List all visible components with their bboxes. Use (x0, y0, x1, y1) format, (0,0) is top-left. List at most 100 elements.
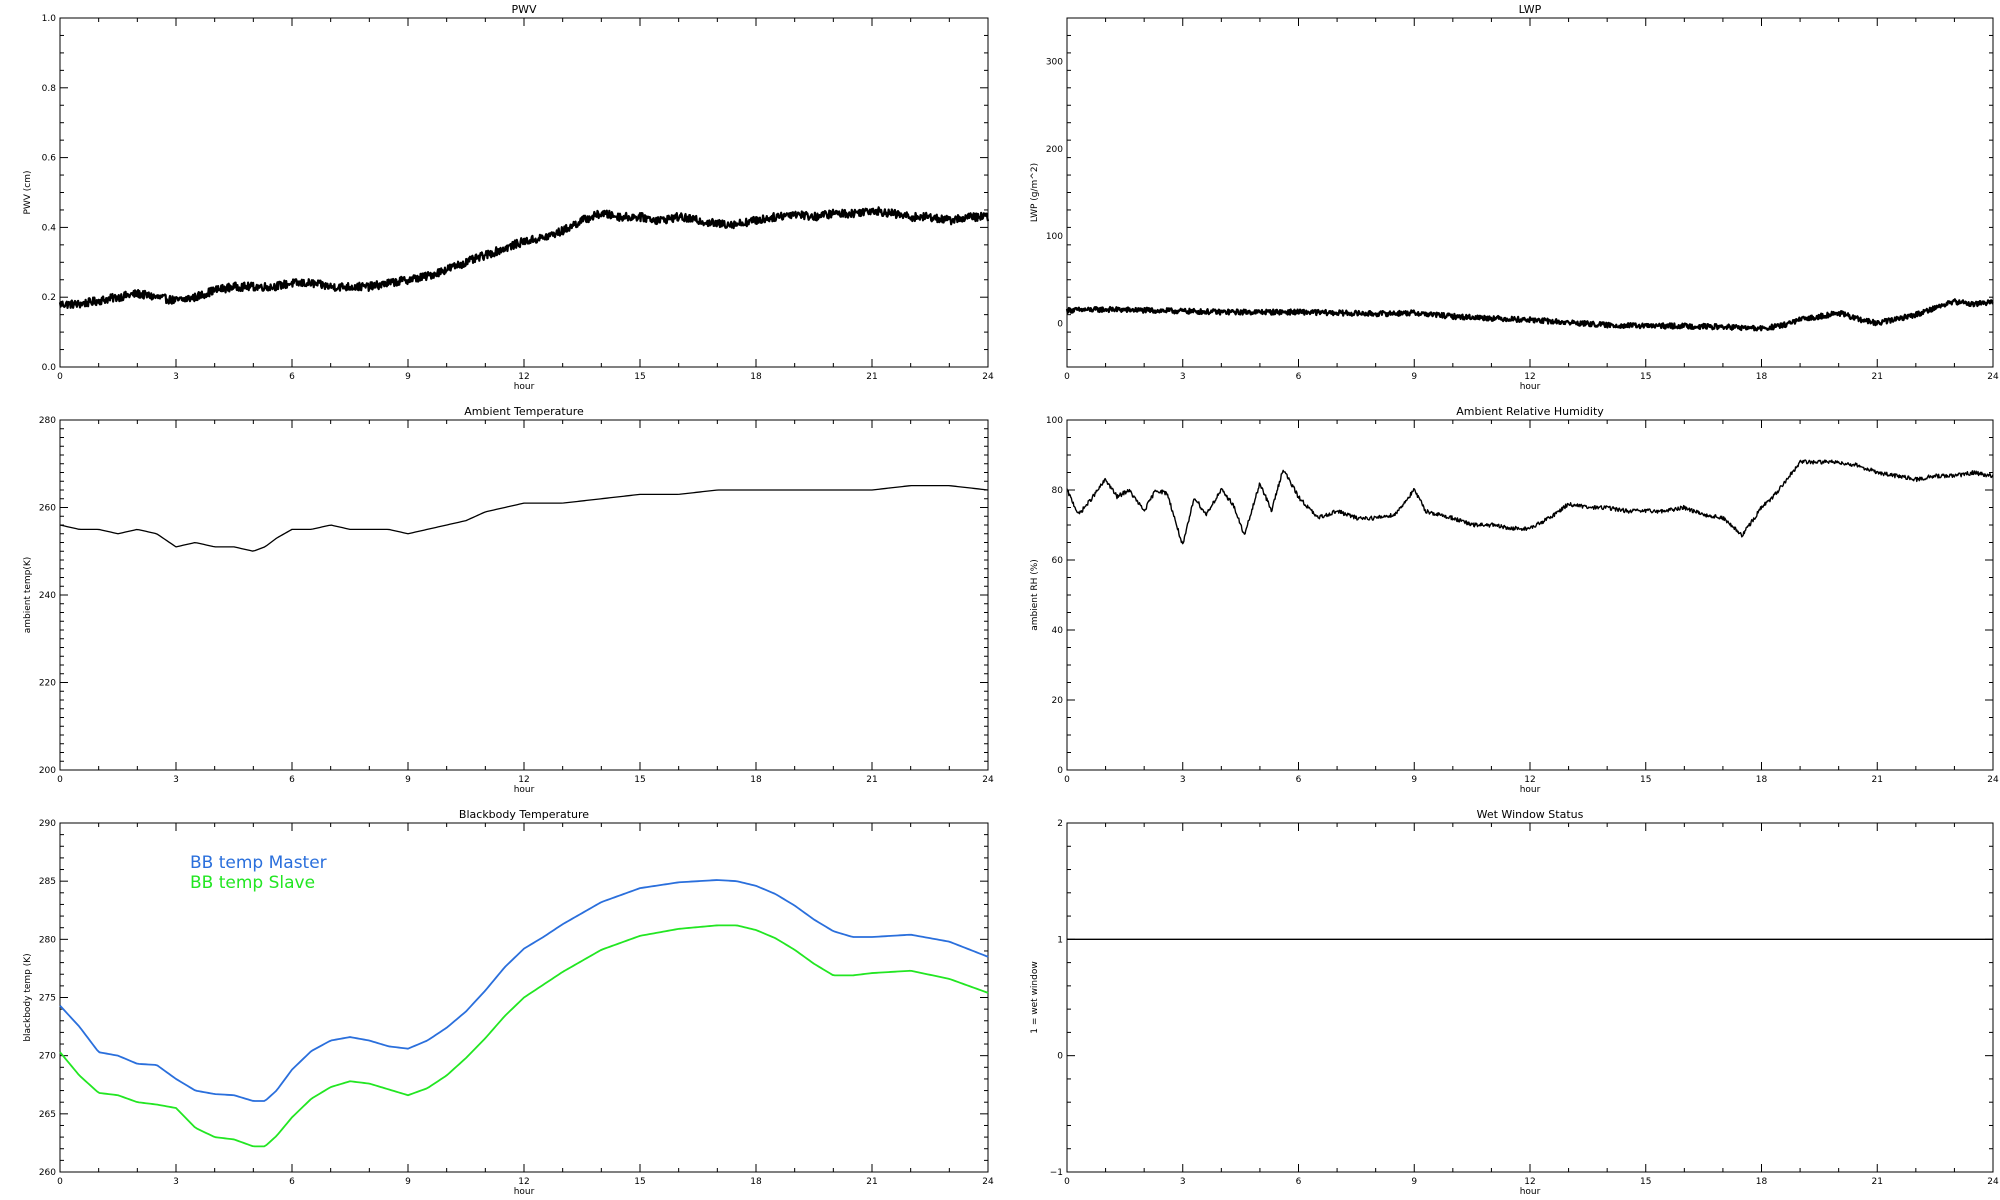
x-tick-label: 9 (1411, 1177, 1417, 1187)
x-axis-label: hour (514, 382, 535, 392)
x-tick-label: 15 (634, 1177, 645, 1187)
x-axis-label: hour (1520, 785, 1541, 795)
x-tick-label: 9 (1411, 372, 1417, 382)
x-tick-label: 0 (1064, 1177, 1070, 1187)
y-axis-label: PWV (cm) (23, 170, 33, 214)
y-tick-label: 280 (39, 416, 56, 426)
x-tick-label: 18 (750, 372, 762, 382)
x-tick-label: 24 (982, 775, 994, 785)
x-tick-label: 0 (1064, 775, 1070, 785)
y-axis-label: 1 = wet window (1030, 961, 1040, 1033)
x-tick-label: 12 (1524, 775, 1535, 785)
x-tick-label: 0 (57, 1177, 63, 1187)
y-tick-label: 200 (39, 766, 56, 776)
x-axis-label: hour (1520, 382, 1541, 392)
y-tick-label: 300 (1046, 58, 1063, 68)
panel-title: Wet Window Status (1477, 808, 1584, 821)
x-tick-label: 0 (57, 372, 63, 382)
y-tick-label: 0 (1057, 319, 1063, 329)
y-tick-label: 0 (1057, 766, 1063, 776)
plot-frame (1066, 419, 1994, 771)
x-tick-label: 9 (1411, 775, 1417, 785)
x-tick-label: 3 (173, 1177, 179, 1187)
y-tick-label: 240 (39, 591, 56, 601)
x-tick-label: 6 (1296, 1177, 1302, 1187)
x-tick-label: 3 (1180, 775, 1186, 785)
x-tick-label: 6 (1296, 775, 1302, 785)
y-tick-label: 0.8 (42, 84, 57, 94)
y-tick-label: 285 (39, 877, 56, 887)
x-tick-label: 6 (289, 372, 295, 382)
x-tick-label: 3 (1180, 1177, 1186, 1187)
x-tick-label: 21 (866, 775, 877, 785)
y-tick-label: 0.2 (42, 293, 56, 303)
x-axis-label: hour (514, 1187, 535, 1197)
x-tick-label: 6 (289, 775, 295, 785)
x-tick-label: 6 (1296, 372, 1302, 382)
panel-ambient-rh: Ambient Relative Humidity 0 3 6 9 12 15 18 21 24 h… (1030, 405, 1999, 795)
y-tick-label: 265 (39, 1110, 56, 1120)
plot-frame (1066, 17, 1994, 368)
x-tick-label: 24 (982, 1177, 994, 1187)
y-tick-label: 20 (1052, 696, 1064, 706)
y-tick-label: −1 (1050, 1168, 1063, 1178)
y-tick-label: 100 (1046, 232, 1063, 242)
x-tick-label: 9 (405, 372, 411, 382)
x-tick-label: 15 (1640, 1177, 1651, 1187)
x-tick-label: 12 (1524, 1177, 1535, 1187)
y-tick-label: 100 (1046, 416, 1063, 426)
panel-pwv: PWV 0 3 6 9 12 15 18 21 24 hour 0.0 0.2 0.4 0.6 0.8 1.0 P… (23, 3, 994, 392)
y-tick-label: 200 (1046, 145, 1063, 155)
y-tick-label: 1.0 (42, 14, 57, 24)
x-tick-label: 18 (1756, 775, 1768, 785)
x-tick-label: 21 (1872, 372, 1883, 382)
panel-ambient-temp: Ambient Temperature 0 3 6 9 12 15 18 21 24 hour 200… (23, 405, 994, 795)
panel-title: Ambient Temperature (464, 405, 584, 418)
y-tick-label: 40 (1052, 626, 1064, 636)
x-tick-label: 15 (1640, 775, 1651, 785)
plot-frame (59, 17, 989, 368)
x-tick-label: 15 (634, 775, 645, 785)
x-tick-label: 21 (1872, 775, 1883, 785)
x-tick-label: 12 (1524, 372, 1535, 382)
y-axis-label: blackbody temp (K) (23, 953, 33, 1041)
x-tick-label: 3 (173, 372, 179, 382)
y-tick-label: 0.6 (42, 154, 57, 164)
y-tick-label: 260 (39, 504, 56, 514)
x-tick-label: 15 (1640, 372, 1651, 382)
panel-title: Ambient Relative Humidity (1456, 405, 1604, 418)
x-tick-label: 18 (1756, 1177, 1768, 1187)
x-tick-label: 24 (1987, 775, 1999, 785)
x-tick-label: 0 (1064, 372, 1070, 382)
series-line-pwv (58, 206, 990, 309)
x-tick-label: 15 (634, 372, 645, 382)
panel-blackbody-temp: Blackbody Temperature 0 3 6 9 12 15 18 21 24 hour 2… (23, 808, 994, 1197)
y-tick-label: 0 (1057, 1052, 1063, 1062)
y-axis-label: LWP (g/m^2) (1030, 163, 1040, 222)
legend-entry: BB temp Slave (190, 873, 315, 893)
y-tick-label: 2 (1057, 819, 1063, 829)
x-tick-label: 9 (405, 1177, 411, 1187)
x-tick-label: 3 (1180, 372, 1186, 382)
panel-lwp: LWP 0 3 6 9 12 15 18 21 24 hour 0 100 200 300 LWP (g/m^… (1030, 3, 1999, 392)
x-tick-label: 24 (982, 372, 994, 382)
y-tick-label: 280 (39, 935, 56, 945)
series-line-ambient-temp (59, 484, 989, 552)
y-axis-label: ambient RH (%) (1030, 559, 1040, 631)
series-line-bb-temp-slave (59, 924, 989, 1148)
x-axis-label: hour (1520, 1187, 1541, 1197)
series-line-bb-temp-master (59, 879, 989, 1102)
x-tick-label: 18 (1756, 372, 1768, 382)
x-tick-label: 9 (405, 775, 411, 785)
x-tick-label: 3 (173, 775, 179, 785)
x-tick-label: 6 (289, 1177, 295, 1187)
x-tick-label: 18 (750, 775, 762, 785)
panel-title: PWV (511, 3, 537, 16)
legend-entry: BB temp Master (190, 853, 327, 873)
y-tick-label: 80 (1052, 486, 1064, 496)
x-tick-label: 18 (750, 1177, 762, 1187)
y-axis-label: ambient temp(K) (23, 557, 33, 634)
panel-title: Blackbody Temperature (459, 808, 589, 821)
